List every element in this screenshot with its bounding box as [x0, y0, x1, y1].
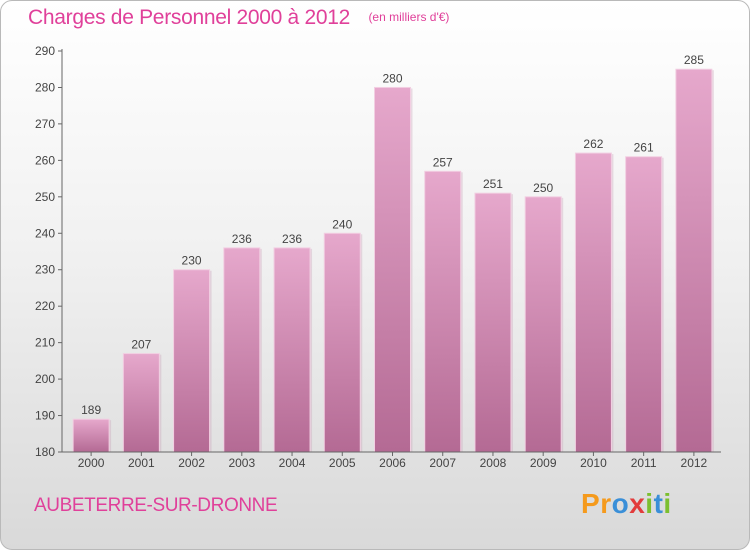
- bar-value-label: 236: [282, 232, 302, 246]
- bar-value-label: 285: [684, 53, 704, 67]
- bar-value-label: 262: [583, 137, 603, 151]
- x-tick-label: 2010: [580, 456, 607, 470]
- logo-letter: t: [653, 488, 664, 519]
- y-tick-label: 290: [35, 44, 55, 58]
- bar-value-label: 236: [232, 232, 252, 246]
- bar: [223, 247, 261, 453]
- proxiti-logo[interactable]: Proxiti: [581, 488, 672, 520]
- logo-letter: o: [611, 488, 630, 519]
- bar-value-label: 261: [634, 141, 654, 155]
- y-tick-label: 230: [35, 263, 55, 277]
- x-tick-label: 2002: [178, 456, 205, 470]
- logo-letter: i: [645, 488, 654, 519]
- x-tick-label: 2004: [279, 456, 306, 470]
- bar: [675, 68, 713, 453]
- x-tick-label: 2005: [329, 456, 356, 470]
- chart-title: Charges de Personnel 2000 à 2012: [28, 6, 350, 29]
- y-tick-label: 240: [35, 226, 55, 240]
- x-tick-label: 2001: [128, 456, 155, 470]
- bar-value-label: 251: [483, 177, 503, 191]
- title-block: Charges de Personnel 2000 à 2012 (en mil…: [28, 6, 449, 30]
- bar: [374, 86, 411, 453]
- y-tick-label: 270: [35, 117, 55, 131]
- bar-value-label: 230: [182, 254, 202, 268]
- bar: [122, 353, 160, 453]
- x-tick-label: 2007: [429, 456, 456, 470]
- y-tick-label: 250: [35, 190, 55, 204]
- x-tick-label: 2000: [78, 456, 105, 470]
- bar: [424, 170, 462, 453]
- bar-value-label: 207: [131, 338, 151, 352]
- x-tick-label: 2012: [681, 456, 708, 470]
- bar-value-label: 240: [332, 217, 352, 231]
- bar: [524, 196, 562, 453]
- y-tick-label: 280: [35, 80, 55, 94]
- bar: [173, 269, 211, 453]
- bar: [323, 232, 361, 453]
- bar: [273, 247, 311, 453]
- logo-letter: P: [581, 488, 601, 519]
- bar-value-label: 250: [533, 181, 553, 195]
- x-tick-label: 2009: [530, 456, 557, 470]
- axes-group: 180 190 200 210 220 230 240 250 260 270 280 290 2000…: [35, 44, 721, 470]
- commune-name: AUBETERRE-SUR-DRONNE: [34, 495, 278, 516]
- bar: [474, 192, 512, 453]
- y-tick-label: 260: [35, 153, 55, 167]
- bar-value-label: 257: [433, 155, 453, 169]
- y-tick-label: 220: [35, 299, 55, 313]
- logo-letter: r: [600, 488, 612, 519]
- x-tick-label: 2011: [631, 456, 657, 470]
- logo-letter: x: [629, 488, 646, 519]
- x-tick-label: 2003: [228, 456, 255, 470]
- y-tick-label: 190: [35, 409, 55, 423]
- x-tick-label: 2006: [379, 456, 406, 470]
- chart-subtitle: (en milliers d'€): [368, 10, 450, 24]
- y-tick-label: 180: [35, 445, 55, 459]
- x-tick-label: 2008: [480, 456, 507, 470]
- y-tick-label: 210: [35, 336, 55, 350]
- y-tick-label: 200: [35, 372, 55, 386]
- bar-value-label: 189: [81, 403, 101, 417]
- bars-group: 189 207 230 236 236 240 280 257 251 250 262 261 285: [72, 53, 714, 453]
- logo-letter: i: [663, 488, 672, 519]
- bar-value-label: 280: [382, 71, 402, 85]
- bar: [625, 156, 663, 453]
- bar: [574, 152, 612, 453]
- bar: [72, 418, 110, 453]
